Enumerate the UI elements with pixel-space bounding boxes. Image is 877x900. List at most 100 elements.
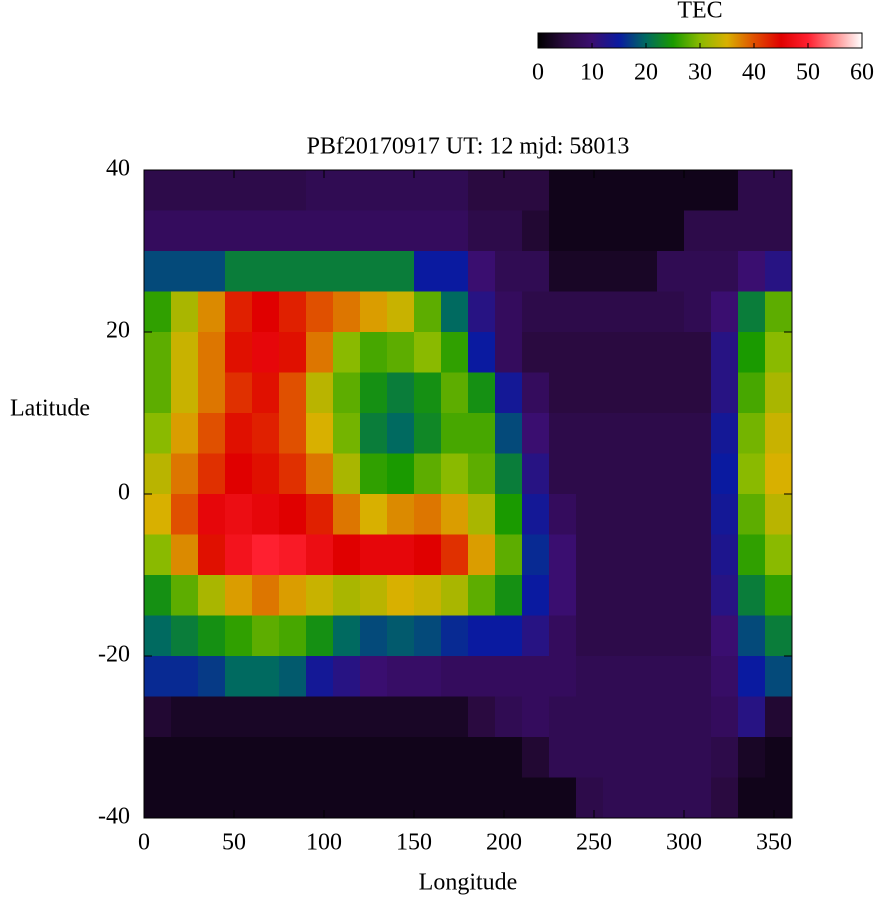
heatmap-cell	[198, 251, 226, 292]
heatmap-cell	[522, 413, 550, 454]
heatmap-cell	[549, 737, 577, 778]
heatmap-cell	[630, 291, 658, 333]
heatmap-cell	[387, 291, 415, 333]
heatmap-cell	[468, 656, 496, 697]
heatmap-cell	[549, 413, 577, 454]
heatmap-cell	[738, 575, 766, 616]
heatmap-cell	[495, 575, 523, 616]
heatmap-cell	[171, 534, 199, 576]
heatmap-cell	[225, 453, 253, 495]
heatmap-cell	[144, 210, 172, 252]
heatmap-cell	[279, 170, 307, 211]
heatmap-cell	[630, 777, 658, 819]
heatmap-cell	[522, 575, 550, 616]
heatmap-cell	[360, 332, 388, 373]
heatmap-cell	[549, 777, 577, 819]
heatmap-cell	[765, 170, 793, 211]
heatmap-cell	[630, 170, 658, 211]
heatmap-cell	[441, 777, 469, 819]
heatmap-cell	[630, 453, 658, 495]
heatmap-cell	[279, 372, 307, 414]
heatmap-cell	[711, 332, 739, 373]
heatmap-cell	[333, 453, 361, 495]
heatmap-cell	[252, 251, 280, 292]
heatmap-cell	[603, 372, 631, 414]
heatmap-cell	[711, 615, 739, 657]
heatmap-cell	[414, 291, 442, 333]
heatmap-cell	[684, 453, 712, 495]
heatmap-cell	[252, 453, 280, 495]
heatmap-cell	[414, 332, 442, 373]
heatmap-cell	[225, 696, 253, 738]
heatmap-cell	[144, 291, 172, 333]
heatmap-cell	[576, 696, 604, 738]
heatmap-cell	[144, 413, 172, 454]
heatmap-cell	[171, 737, 199, 778]
heatmap-cell	[414, 696, 442, 738]
heatmap-cell	[225, 332, 253, 373]
heatmap-cell	[657, 534, 685, 576]
heatmap-cell	[198, 210, 226, 252]
heatmap-cell	[657, 656, 685, 697]
heatmap-cell	[252, 494, 280, 535]
heatmap-cell	[657, 291, 685, 333]
heatmap-cell	[360, 737, 388, 778]
heatmap-cell	[441, 453, 469, 495]
heatmap-cell	[495, 494, 523, 535]
heatmap-cell	[738, 372, 766, 414]
heatmap-cell	[738, 170, 766, 211]
x-tick-label: 150	[396, 830, 432, 856]
x-tick-label: 50	[222, 830, 246, 856]
heatmap-cell	[387, 615, 415, 657]
heatmap-cell	[198, 413, 226, 454]
heatmap-cell	[711, 453, 739, 495]
heatmap-cell	[441, 656, 469, 697]
y-axis-label: Latitude	[10, 396, 90, 422]
heatmap-cell	[414, 737, 442, 778]
heatmap-cell	[468, 291, 496, 333]
heatmap-cell	[306, 453, 334, 495]
heatmap-cell	[441, 615, 469, 657]
heatmap-cell	[549, 656, 577, 697]
heatmap-cell	[522, 696, 550, 738]
heatmap-cell	[252, 332, 280, 373]
heatmap-cell	[522, 737, 550, 778]
heatmap-cell	[441, 332, 469, 373]
heatmap-cell	[468, 170, 496, 211]
heatmap-cell	[495, 696, 523, 738]
heatmap-cell	[738, 777, 766, 819]
heatmap-cell	[387, 251, 415, 292]
heatmap-cell	[549, 332, 577, 373]
heatmap-cell	[333, 696, 361, 738]
heatmap-cell	[306, 251, 334, 292]
heatmap-cell	[279, 615, 307, 657]
heatmap-cell	[387, 332, 415, 373]
heatmap-cell	[225, 291, 253, 333]
heatmap-cell	[387, 656, 415, 697]
heatmap-cell	[171, 696, 199, 738]
heatmap-cell	[387, 575, 415, 616]
heatmap-cell	[306, 575, 334, 616]
heatmap-cell	[360, 696, 388, 738]
heatmap-cell	[657, 453, 685, 495]
heatmap-cell	[576, 332, 604, 373]
heatmap-cell	[576, 291, 604, 333]
heatmap-cell	[360, 372, 388, 414]
heatmap-cell	[684, 372, 712, 414]
heatmap-cell	[333, 615, 361, 657]
heatmap-cell	[360, 413, 388, 454]
heatmap-cell	[711, 291, 739, 333]
heatmap-cell	[765, 615, 793, 657]
heatmap-cell	[630, 615, 658, 657]
y-tick-label: -40	[98, 804, 130, 830]
heatmap-cell	[387, 170, 415, 211]
heatmap-cell	[630, 372, 658, 414]
heatmap-cell	[468, 251, 496, 292]
heatmap-cell	[279, 656, 307, 697]
heatmap-cell	[279, 777, 307, 819]
heatmap-cell	[711, 372, 739, 414]
x-tick-label: 350	[756, 830, 792, 856]
heatmap-cell	[684, 656, 712, 697]
heatmap-cell	[495, 210, 523, 252]
heatmap-cell	[765, 332, 793, 373]
